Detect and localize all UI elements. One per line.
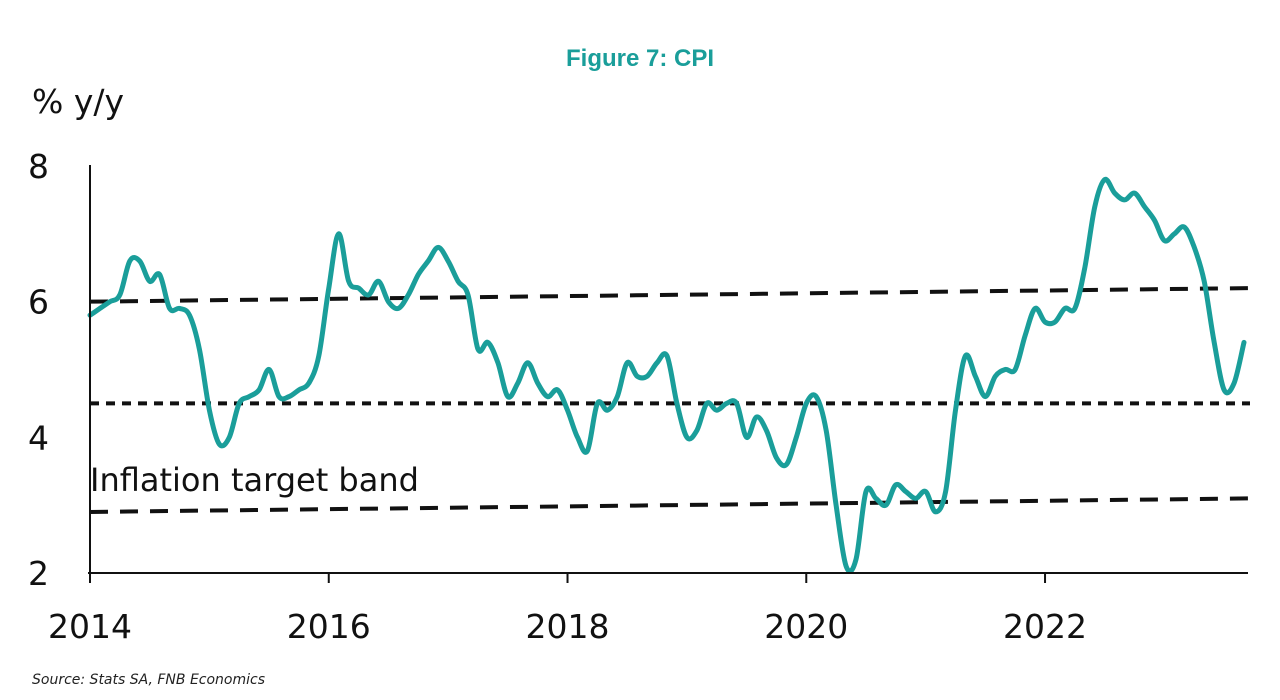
cpi-series-line — [87, 176, 1247, 574]
y-tick-label: 6 — [28, 283, 49, 322]
y-axis-ticks: 2 4 6 8 — [28, 147, 49, 593]
source-note: Source: Stats SA, FNB Economics — [32, 672, 265, 688]
x-axis-ticks: 2014 2016 2018 2020 2022 — [48, 573, 1087, 646]
y-tick-label: 8 — [28, 147, 49, 186]
y-tick-label: 2 — [28, 554, 49, 593]
x-tick-label: 2014 — [48, 607, 132, 646]
target-band-line-1 — [89, 286, 1251, 304]
inflation-target-band-label: Inflation target band — [90, 461, 419, 499]
y-axis-unit-label: % y/y — [32, 82, 124, 121]
chart-title: Figure 7: CPI — [566, 45, 714, 72]
y-tick-label: 4 — [28, 418, 49, 457]
x-tick-label: 2022 — [1003, 607, 1087, 646]
cpi-series-group — [87, 176, 1247, 574]
inflation-target-band-lines — [89, 286, 1251, 514]
target-band-line-3 — [89, 496, 1251, 514]
x-tick-label: 2020 — [764, 607, 848, 646]
x-tick-label: 2018 — [526, 607, 610, 646]
x-tick-label: 2016 — [287, 607, 371, 646]
